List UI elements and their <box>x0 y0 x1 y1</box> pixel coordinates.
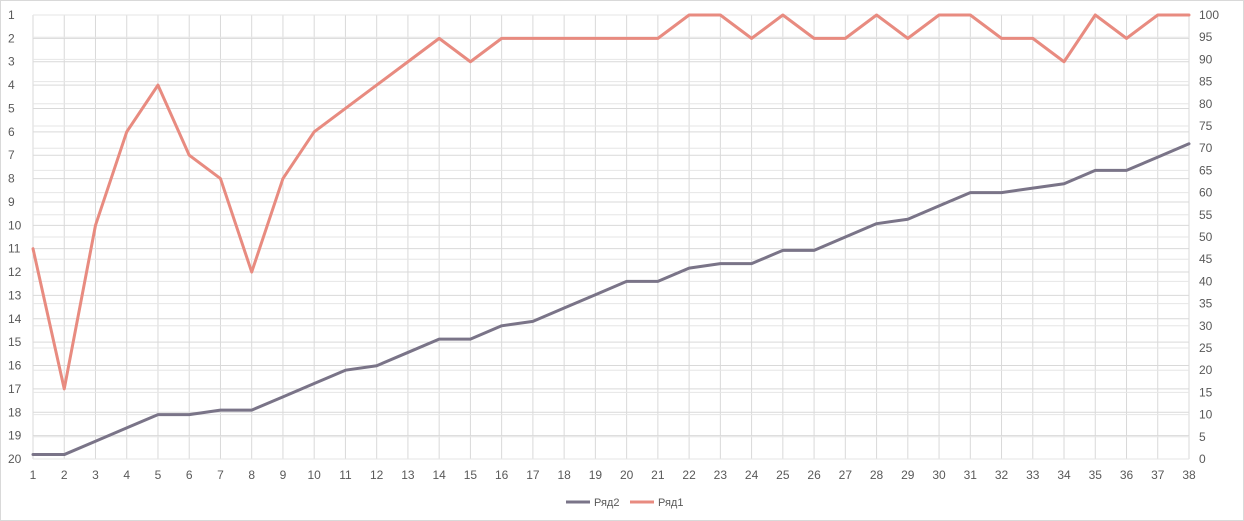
x-axis-tick-label: 3 <box>92 468 99 482</box>
x-axis-tick-label: 31 <box>964 468 978 482</box>
x-axis-tick-label: 10 <box>308 468 322 482</box>
x-axis-tick-label: 4 <box>123 468 130 482</box>
left-axis-tick-label: 18 <box>8 405 22 419</box>
x-axis-tick-label: 15 <box>464 468 478 482</box>
x-axis-tick-label: 27 <box>839 468 853 482</box>
right-axis-tick-label: 35 <box>1199 297 1213 311</box>
x-axis-tick-label: 9 <box>280 468 287 482</box>
right-axis-tick-label: 65 <box>1199 163 1213 177</box>
left-axis-tick-label: 1 <box>8 8 15 22</box>
x-axis-tick-label: 33 <box>1026 468 1040 482</box>
x-axis-tick-label: 38 <box>1182 468 1196 482</box>
left-axis-tick-label: 20 <box>8 452 22 466</box>
x-axis-tick-label: 11 <box>339 468 352 482</box>
right-axis-tick-label: 5 <box>1199 430 1206 444</box>
x-axis-tick-label: 2 <box>61 468 68 482</box>
x-axis-tick-label: 16 <box>495 468 509 482</box>
right-axis-tick-label: 90 <box>1199 52 1213 66</box>
series-layer <box>31 13 1191 457</box>
right-axis-tick-label: 55 <box>1199 208 1213 222</box>
right-axis-tick-label: 75 <box>1199 119 1213 133</box>
x-axis-tick-label: 8 <box>248 468 255 482</box>
right-axis-tick-label: 15 <box>1199 385 1213 399</box>
right-axis-tick-label: 25 <box>1199 341 1213 355</box>
x-axis-tick-label: 5 <box>155 468 162 482</box>
x-axis-tick-label: 32 <box>995 468 1009 482</box>
series-line <box>31 142 1191 457</box>
right-axis-tick-label: 70 <box>1199 141 1213 155</box>
x-axis-tick-label: 30 <box>932 468 946 482</box>
x-axis-tick-label: 25 <box>776 468 790 482</box>
legend: Ряд2 Ряд1 <box>566 497 683 509</box>
right-axis-tick-label: 20 <box>1199 363 1213 377</box>
right-axis: 0 5 10 15 20 25 30 35 40 45 50 55 60 65 70 75 80 85 90 95 10… <box>1199 8 1219 466</box>
x-axis-tick-label: 22 <box>682 468 696 482</box>
left-axis-tick-label: 17 <box>8 382 22 396</box>
left-axis-tick-label: 14 <box>8 312 22 326</box>
series-line <box>31 13 1191 391</box>
legend-label: Ряд2 <box>594 497 619 509</box>
left-axis-tick-label: 3 <box>8 55 15 69</box>
x-axis-tick-label: 17 <box>526 468 540 482</box>
x-axis-tick-label: 34 <box>1057 468 1071 482</box>
x-axis-tick-label: 26 <box>807 468 821 482</box>
right-axis-tick-label: 10 <box>1199 408 1213 422</box>
x-axis-tick-label: 23 <box>714 468 728 482</box>
x-axis-tick-label: 7 <box>217 468 224 482</box>
x-axis-tick-label: 28 <box>870 468 884 482</box>
right-axis-tick-label: 100 <box>1199 8 1219 22</box>
left-axis-tick-label: 16 <box>8 359 22 373</box>
x-axis-tick-label: 36 <box>1120 468 1134 482</box>
left-axis-tick-label: 15 <box>8 335 22 349</box>
left-axis-tick-label: 19 <box>8 429 22 443</box>
grid-layer <box>32 14 1190 460</box>
left-axis-tick-label: 4 <box>8 78 15 92</box>
x-axis-tick-label: 12 <box>370 468 384 482</box>
left-axis-tick-label: 12 <box>8 265 22 279</box>
right-axis-tick-label: 45 <box>1199 252 1213 266</box>
left-axis-tick-label: 8 <box>8 172 15 186</box>
right-axis-tick-label: 80 <box>1199 97 1213 111</box>
right-axis-tick-label: 30 <box>1199 319 1213 333</box>
legend-label: Ряд1 <box>658 497 683 509</box>
left-axis-tick-label: 11 <box>8 242 21 256</box>
x-axis-tick-label: 21 <box>651 468 665 482</box>
right-axis-tick-label: 0 <box>1199 452 1206 466</box>
x-axis: 1 2 3 4 5 6 7 8 9 10 11 12 13 14 15 16 17 18 19 20 21 22 23 24 2… <box>30 468 1196 482</box>
right-axis-tick-label: 60 <box>1199 186 1213 200</box>
left-axis-tick-label: 13 <box>8 288 22 302</box>
x-axis-tick-label: 24 <box>745 468 759 482</box>
x-axis-tick-label: 29 <box>901 468 915 482</box>
x-axis-tick-label: 20 <box>620 468 634 482</box>
left-axis-tick-label: 6 <box>8 125 15 139</box>
right-axis-tick-label: 50 <box>1199 230 1213 244</box>
x-axis-tick-label: 1 <box>30 468 37 482</box>
x-axis-tick-label: 37 <box>1151 468 1165 482</box>
x-axis-tick-label: 35 <box>1089 468 1103 482</box>
x-axis-tick-label: 6 <box>186 468 193 482</box>
right-axis-tick-label: 85 <box>1199 75 1213 89</box>
right-axis-tick-label: 40 <box>1199 274 1213 288</box>
x-axis-tick-label: 18 <box>557 468 571 482</box>
x-axis-tick-label: 13 <box>401 468 415 482</box>
left-axis-tick-label: 2 <box>8 31 15 45</box>
left-axis-tick-label: 7 <box>8 148 15 162</box>
left-axis-tick-label: 5 <box>8 101 15 115</box>
left-axis-tick-label: 9 <box>8 195 15 209</box>
right-axis-tick-label: 95 <box>1199 30 1213 44</box>
left-axis-tick-label: 10 <box>8 218 22 232</box>
x-axis-tick-label: 19 <box>589 468 603 482</box>
x-axis-tick-label: 14 <box>432 468 446 482</box>
